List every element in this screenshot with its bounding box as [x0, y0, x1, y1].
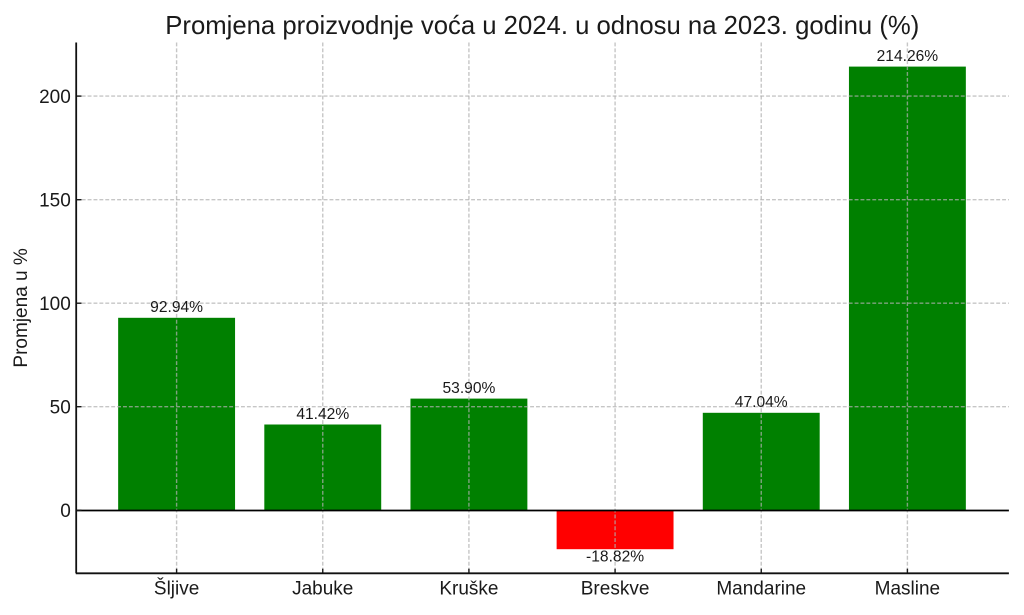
svg-text:50: 50 [50, 398, 71, 419]
svg-text:92.94%: 92.94% [150, 299, 203, 316]
svg-text:Mandarine: Mandarine [716, 579, 806, 600]
svg-text:47.04%: 47.04% [735, 394, 788, 411]
svg-text:Kruške: Kruške [439, 579, 498, 600]
svg-text:41.42%: 41.42% [296, 406, 349, 423]
svg-text:Šljive: Šljive [154, 578, 199, 600]
svg-text:200: 200 [39, 87, 71, 108]
svg-text:Jabuke: Jabuke [292, 579, 353, 600]
svg-text:Promjena u %: Promjena u % [11, 248, 32, 367]
svg-text:100: 100 [39, 294, 71, 315]
svg-text:-18.82%: -18.82% [586, 549, 644, 566]
svg-text:Masline: Masline [875, 579, 940, 600]
svg-text:0: 0 [60, 501, 71, 522]
svg-text:150: 150 [39, 191, 71, 212]
svg-text:53.90%: 53.90% [442, 380, 495, 397]
svg-text:Promjena proizvodnje voća u 20: Promjena proizvodnje voća u 2024. u odno… [165, 12, 919, 40]
svg-text:Breskve: Breskve [581, 579, 650, 600]
svg-text:214.26%: 214.26% [877, 48, 939, 65]
